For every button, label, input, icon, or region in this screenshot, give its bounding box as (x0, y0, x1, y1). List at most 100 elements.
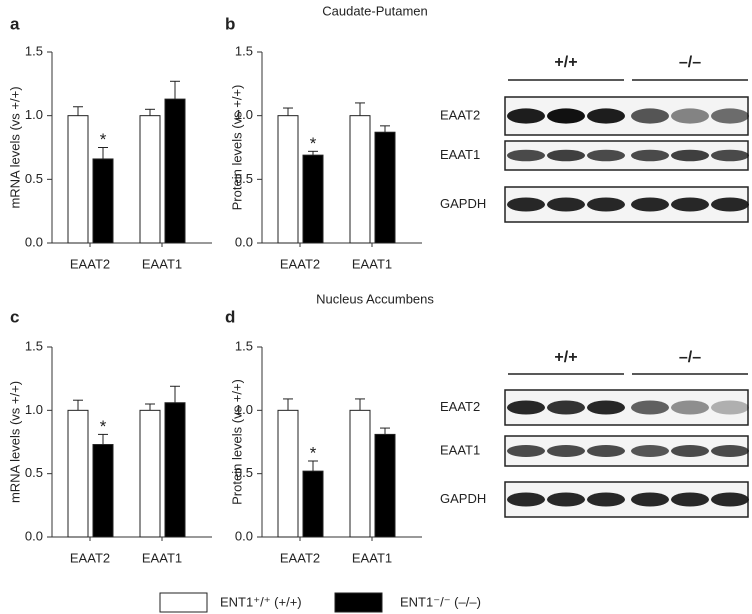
error-bar (380, 125, 390, 133)
error-bar (73, 399, 83, 411)
bar (92, 158, 114, 244)
blot-band (547, 108, 585, 124)
y-tick-label: 1.5 (25, 338, 43, 353)
x-tick-label: EAAT1 (352, 550, 392, 565)
x-tick-label: EAAT2 (280, 256, 320, 271)
blot-band (587, 197, 625, 212)
bar (277, 409, 299, 538)
legend-label: ENT1⁺/⁺ (+/+) (220, 594, 302, 609)
blot-band (631, 149, 669, 162)
blot-band (711, 400, 749, 415)
significance: * (310, 134, 317, 153)
blot-band (711, 149, 749, 162)
x-tick-label: EAAT1 (352, 256, 392, 271)
panel-letter: d (225, 307, 235, 326)
bar (302, 154, 324, 244)
blot-band (711, 445, 749, 457)
error-bar (73, 106, 83, 116)
y-axis-label: mRNA levels (vs +/+) (7, 381, 22, 503)
blot-band (671, 149, 709, 162)
bar (374, 131, 396, 244)
blot-label: EAAT2 (440, 399, 480, 414)
blot-label: EAAT1 (440, 147, 480, 162)
blot-band (631, 197, 669, 212)
group-label: +/+ (554, 54, 577, 71)
blot-label: EAAT1 (440, 442, 480, 457)
y-tick-label: 1.5 (235, 338, 253, 353)
blot-frame (504, 389, 749, 426)
y-axis-label: Protein levels (vs +/+) (229, 85, 244, 211)
group-label: –/– (679, 54, 701, 71)
blot-band (507, 197, 545, 212)
blot-band (507, 149, 545, 162)
y-tick-label: 0.5 (235, 171, 253, 186)
panel-letter: b (225, 14, 235, 33)
y-tick-label: 0.5 (25, 465, 43, 480)
bar (349, 115, 371, 244)
blot-band (671, 492, 709, 507)
significance: * (310, 443, 317, 462)
legend-label: ENT1⁻/⁻ (–/–) (400, 594, 481, 609)
y-tick-label: 0.0 (25, 528, 43, 543)
blot-band (547, 445, 585, 457)
blot-band (547, 492, 585, 507)
blot-band (507, 492, 545, 507)
y-tick-label: 1.5 (235, 43, 253, 58)
error-bar (170, 80, 180, 100)
error-bar (380, 427, 390, 435)
x-tick-label: EAAT1 (142, 256, 182, 271)
legend-swatch (334, 592, 383, 613)
blot-band (587, 149, 625, 162)
group-label: +/+ (554, 349, 577, 366)
blot-band (587, 400, 625, 415)
y-axis-label: Protein levels (vs +/+) (229, 379, 244, 505)
blot-band (587, 445, 625, 457)
bar (374, 433, 396, 538)
blot-label: GAPDH (440, 491, 486, 506)
significance: * (100, 417, 107, 436)
blot-band (671, 400, 709, 415)
error-bar (308, 150, 318, 156)
blot-band (547, 400, 585, 415)
bar (67, 409, 89, 538)
blot-band (507, 108, 545, 124)
blot-band (631, 492, 669, 507)
group-label: –/– (679, 349, 701, 366)
blot-band (671, 108, 709, 124)
blot-band (547, 149, 585, 162)
blot-band (631, 108, 669, 124)
blot-label: GAPDH (440, 196, 486, 211)
x-tick-label: EAAT2 (280, 550, 320, 565)
blot-band (711, 197, 749, 212)
bar (67, 115, 89, 244)
y-tick-label: 0.5 (25, 171, 43, 186)
panel-letter: c (10, 307, 19, 326)
panel-letter: a (10, 14, 20, 33)
x-tick-label: EAAT2 (70, 256, 110, 271)
error-bar (283, 398, 293, 411)
blot-band (587, 108, 625, 124)
y-tick-label: 1.5 (25, 43, 43, 58)
significance: * (100, 130, 107, 149)
y-tick-label: 0.5 (235, 465, 253, 480)
bar (277, 115, 299, 244)
blot-band (631, 400, 669, 415)
y-tick-label: 0.0 (235, 234, 253, 249)
error-bar (145, 108, 155, 116)
error-bar (283, 107, 293, 116)
x-tick-label: EAAT1 (142, 550, 182, 565)
y-axis-label: mRNA levels (vs +/+) (7, 86, 22, 208)
error-bar (170, 385, 180, 403)
error-bar (355, 398, 365, 411)
y-tick-label: 1.0 (235, 107, 253, 122)
blot-band (631, 445, 669, 457)
blot-band (671, 197, 709, 212)
y-tick-label: 0.0 (25, 234, 43, 249)
error-bar (98, 147, 108, 159)
bar (139, 409, 161, 538)
blot-label: EAAT2 (440, 107, 480, 122)
bar (139, 115, 161, 244)
blot-band (711, 108, 749, 124)
blot-band (711, 492, 749, 507)
